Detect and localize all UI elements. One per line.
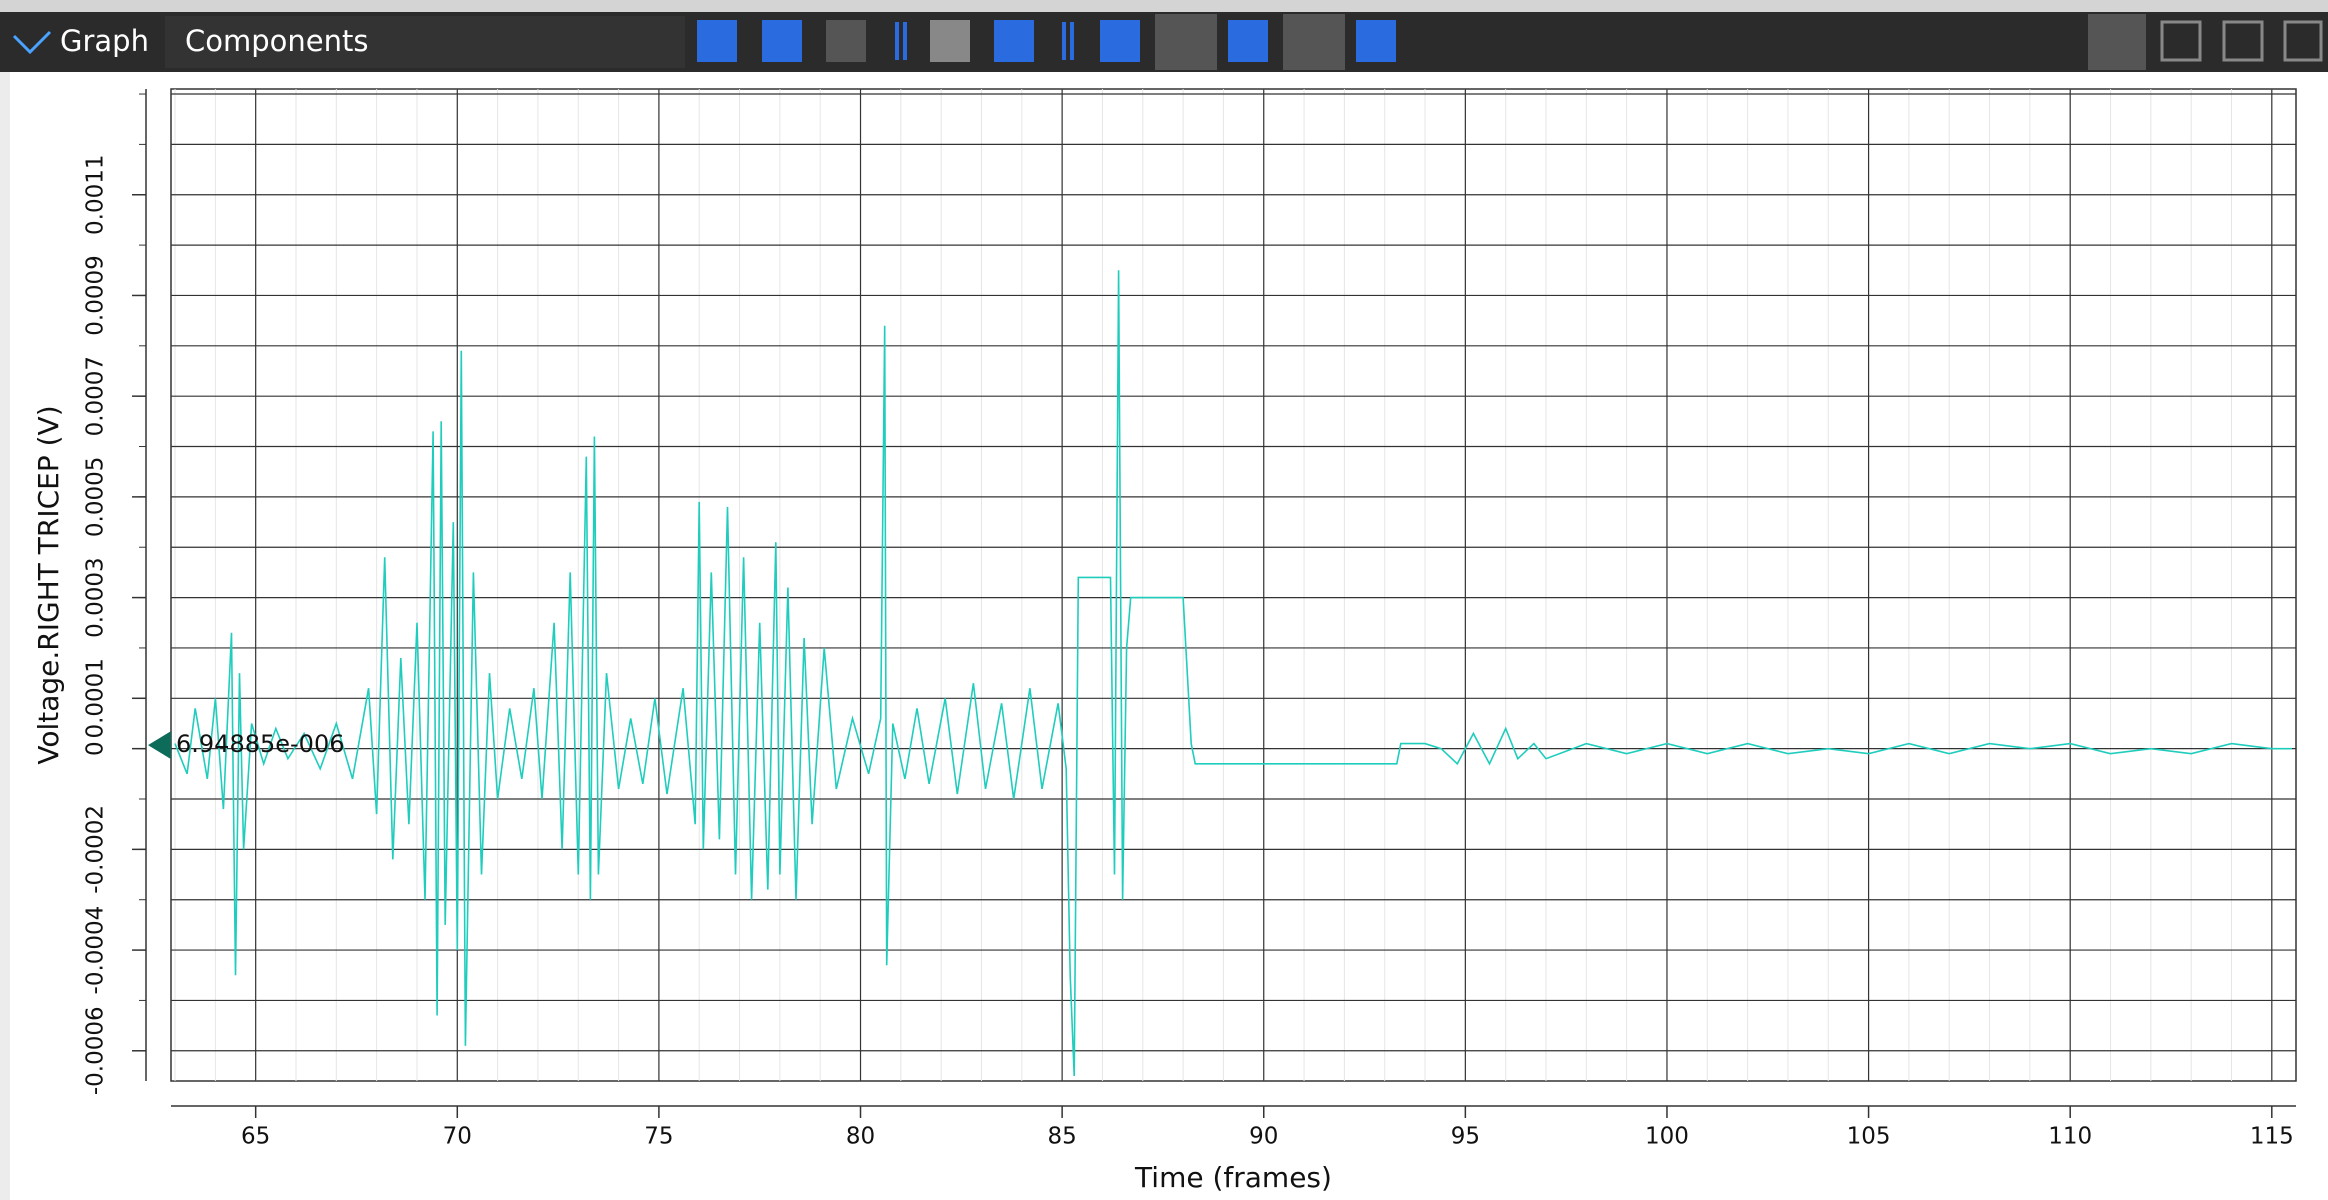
cursor-marker [148,731,171,760]
y-tick-label: 0.0011 [83,155,109,235]
separator [895,22,899,60]
y-tick-label: 0.0007 [83,356,109,436]
window-top [0,0,2328,12]
x-tick-label: 70 [443,1124,472,1150]
x-tick-label: 80 [846,1124,875,1150]
y-tick-label: 0.0001 [83,658,109,738]
icon-button[interactable] [1100,20,1140,62]
y-tick-label: -0.0004 [83,906,109,995]
y-tick-label: 0.0003 [83,557,109,637]
icon-button[interactable] [697,20,737,62]
icon-button[interactable] [930,20,970,62]
icon-button[interactable] [762,20,802,62]
x-tick-label: 115 [2250,1124,2294,1150]
components-dropdown[interactable] [165,16,685,68]
components-label: Components [185,24,368,58]
y-tick-label: 0 [83,741,109,756]
y-axis-label: Voltage.RIGHT TRICEP (V) [32,405,65,764]
separator [1070,22,1074,60]
x-tick-label: 90 [1249,1124,1278,1150]
icon-button[interactable] [994,20,1034,62]
plot-area [170,88,2297,1082]
collapse-icon[interactable] [12,30,52,55]
split-v-button[interactable] [2222,20,2264,62]
close-button[interactable] [2283,20,2323,62]
x-tick-label: 65 [241,1124,270,1150]
x-tick-label: 100 [1645,1124,1689,1150]
icon-button[interactable] [826,20,866,62]
icon-button[interactable] [1228,20,1268,62]
lock-button[interactable] [2088,14,2146,70]
x-tick-label: 85 [1047,1124,1076,1150]
y-tick-label: 0.0005 [83,457,109,537]
x-tick-label: 110 [2048,1124,2092,1150]
icon-button[interactable] [1155,14,1217,70]
signal-line [174,270,2292,1077]
x-tick-label: 105 [1847,1124,1891,1150]
separator [903,22,907,60]
y-tick-label: -0.0002 [83,805,109,894]
y-tick-label: 0.0009 [83,255,109,335]
tab-graph[interactable]: Graph [60,24,149,58]
plot: 65 70 75 80 85 90 95 100 105 110 115 -0.0006 -0.0004… [32,88,2297,1194]
x-axis-label: Time (frames) [1134,1161,1332,1194]
left-strip [0,72,10,1200]
toolbar-icons [697,14,2323,70]
y-tick-label: -0.0006 [83,1006,109,1095]
x-tick-label: 75 [644,1124,673,1150]
cursor-label: 6.94885e-006 [176,730,344,758]
split-h-button[interactable] [2160,20,2202,62]
icon-button[interactable] [1356,20,1396,62]
x-tick-label: 95 [1451,1124,1480,1150]
separator [1062,22,1066,60]
icon-button[interactable] [1283,14,1345,70]
